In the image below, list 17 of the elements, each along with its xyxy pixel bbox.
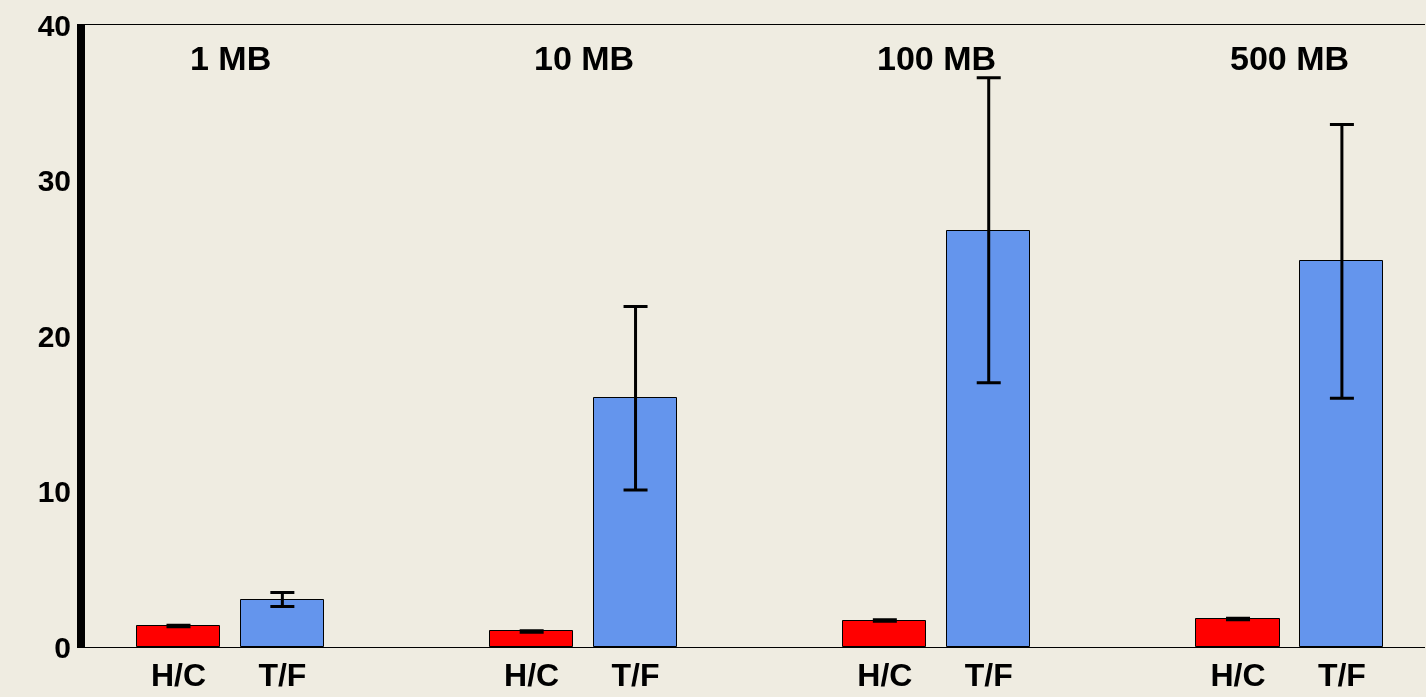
y-tick-label: 30 bbox=[37, 164, 71, 197]
y-tick-label: 20 bbox=[37, 319, 71, 353]
y-tick-label: 40 bbox=[37, 8, 71, 42]
x-tick-label: T/F bbox=[258, 657, 307, 694]
x-tick-label: H/C bbox=[857, 657, 913, 694]
annotation: 100 MB bbox=[877, 39, 997, 77]
annotation: 500 MB bbox=[1230, 39, 1350, 77]
y-tick-label: 0 bbox=[54, 630, 71, 664]
x-tick-label: H/C bbox=[1210, 657, 1266, 694]
x-tick-label: H/C bbox=[504, 657, 560, 694]
x-tick-label: T/F bbox=[964, 657, 1013, 694]
annotation: 10 MB bbox=[534, 39, 635, 77]
y-tick-label: 10 bbox=[37, 475, 71, 508]
annotation: 1 MB bbox=[190, 39, 272, 77]
x-tick-label: T/F bbox=[1317, 657, 1366, 694]
x-tick-label: H/C bbox=[150, 657, 207, 694]
x-tick-label: T/F bbox=[611, 657, 660, 694]
